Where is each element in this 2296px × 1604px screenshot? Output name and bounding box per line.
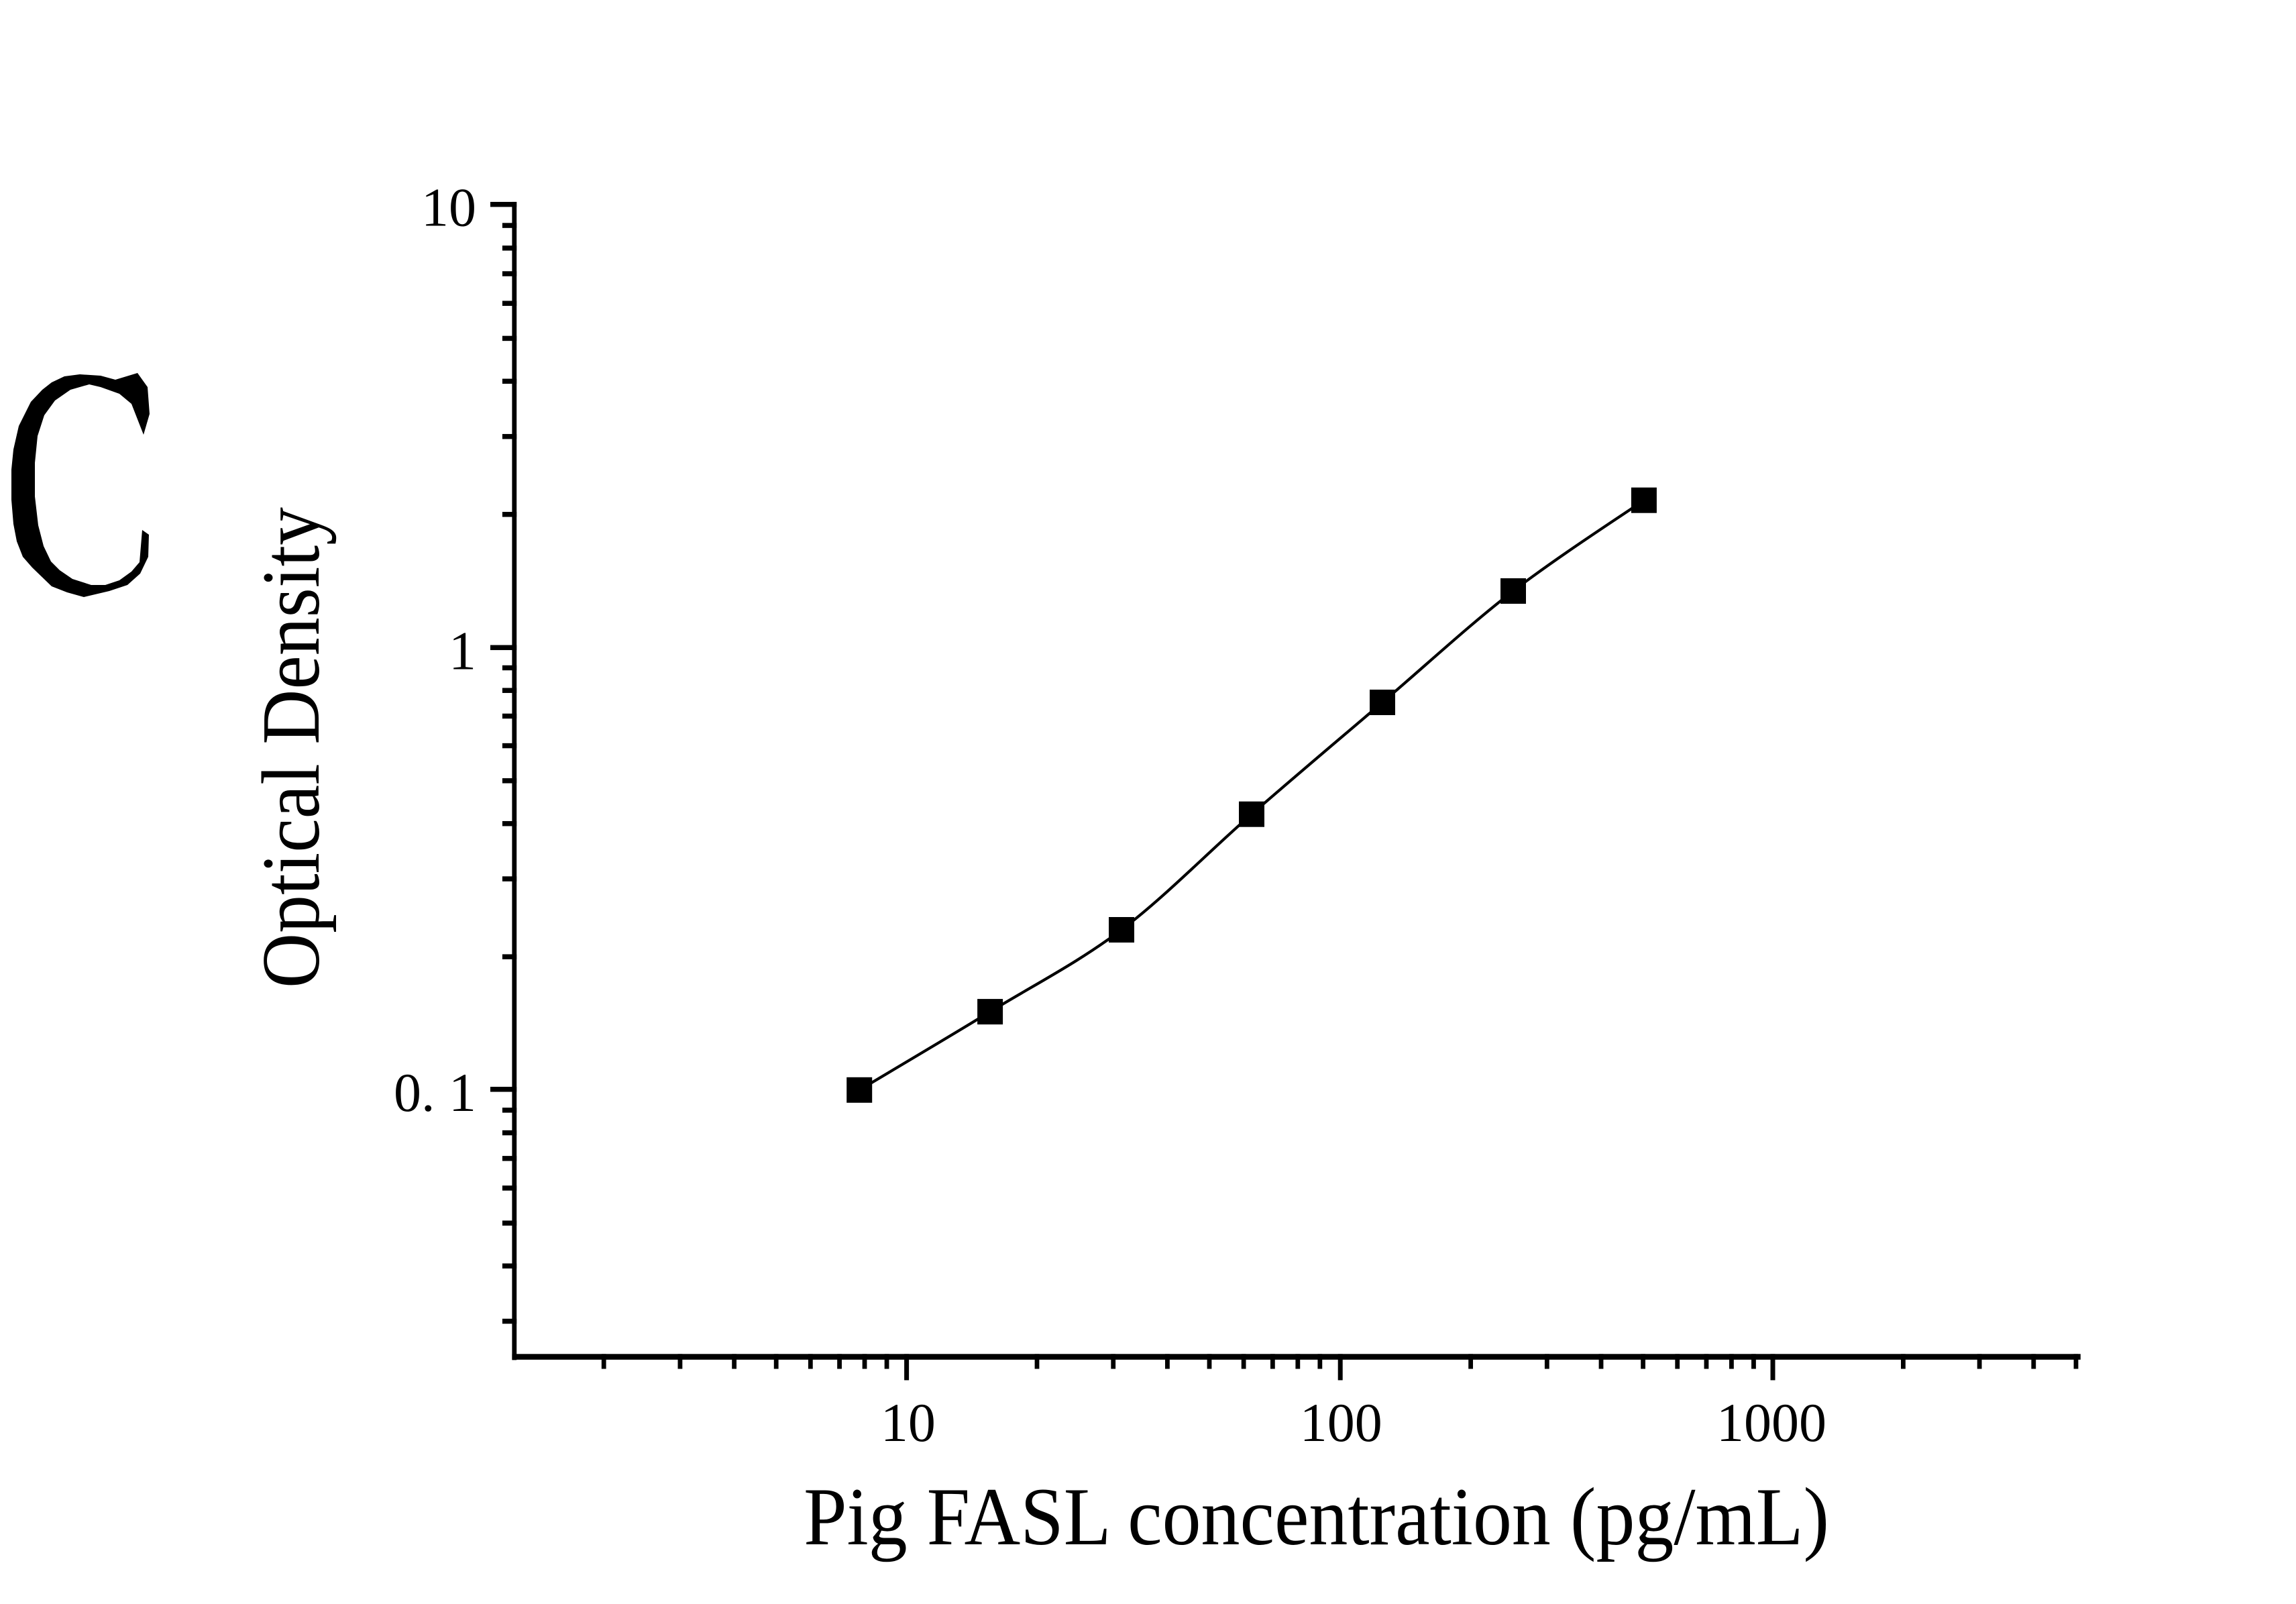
svg-text:100: 100 (1300, 1392, 1382, 1453)
svg-text:10: 10 (881, 1392, 936, 1453)
svg-text:1: 1 (449, 620, 476, 681)
svg-text:10: 10 (421, 177, 476, 238)
svg-text:1000: 1000 (1716, 1392, 1826, 1453)
svg-text:Optical Density: Optical Density (245, 507, 337, 988)
svg-text:0. 1: 0. 1 (394, 1062, 476, 1123)
svg-text:Pig FASL concentration (pg/mL): Pig FASL concentration (pg/mL) (804, 1471, 1829, 1562)
